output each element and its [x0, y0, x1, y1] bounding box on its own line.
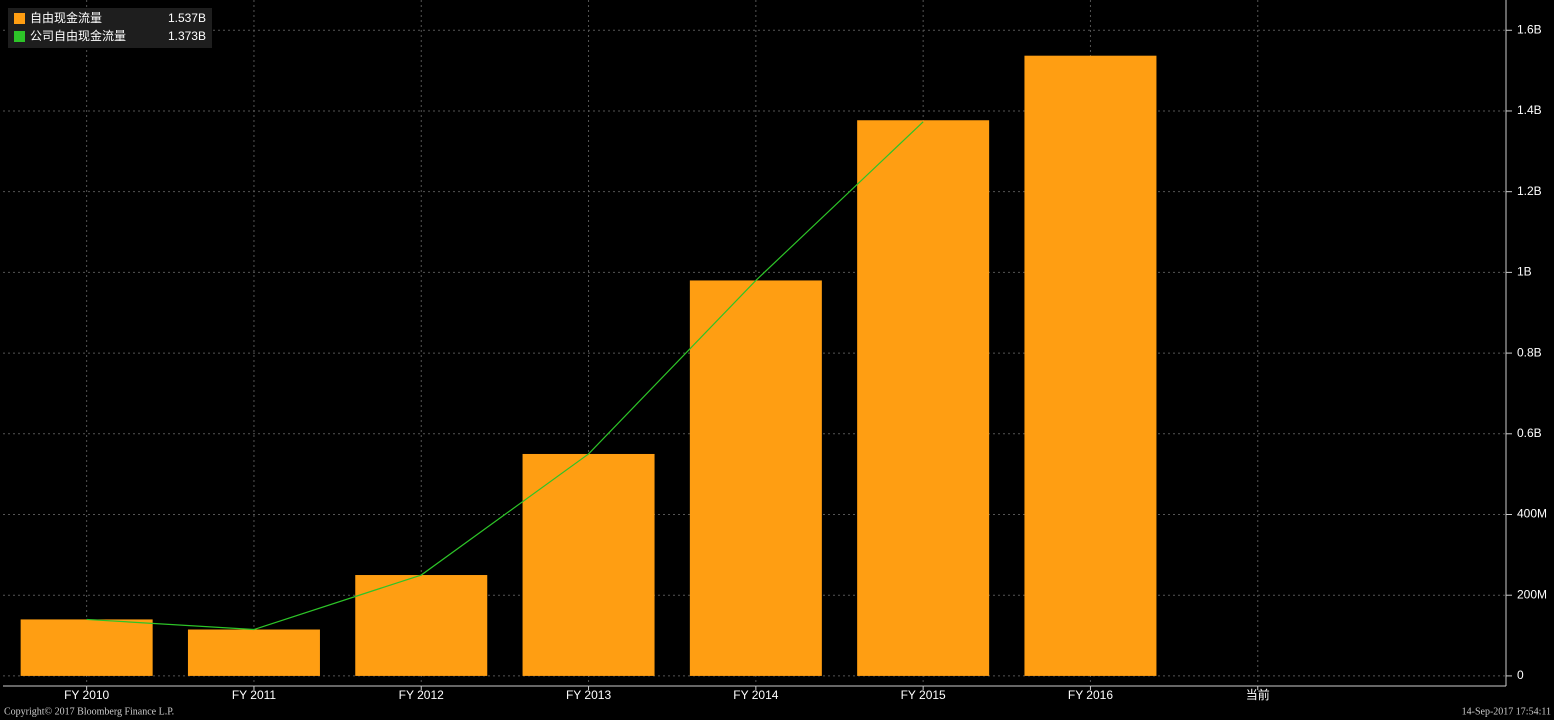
legend-label: 公司自由现金流量	[30, 28, 126, 43]
timestamp: 14-Sep-2017 17:54:11	[1462, 706, 1551, 717]
legend-box	[8, 8, 212, 48]
copyright: Copyright© 2017 Bloomberg Finance L.P.	[4, 706, 174, 717]
bar	[187, 629, 320, 676]
x-tick-label: 当前	[1246, 687, 1270, 702]
x-tick-label: FY 2012	[399, 688, 444, 702]
y-tick-label: 400M	[1517, 507, 1547, 521]
bar	[20, 619, 153, 676]
bar	[857, 120, 990, 676]
legend-swatch	[14, 13, 25, 24]
x-tick-label: FY 2014	[733, 688, 778, 702]
y-tick-label: 0.6B	[1517, 426, 1542, 440]
y-tick-label: 200M	[1517, 587, 1547, 601]
legend-value: 1.373B	[168, 29, 206, 43]
y-tick-label: 1B	[1517, 265, 1532, 279]
legend-label: 自由现金流量	[30, 10, 102, 25]
bar	[522, 453, 655, 676]
y-tick-label: 1.6B	[1517, 22, 1542, 36]
legend-value: 1.537B	[168, 11, 206, 25]
x-tick-label: FY 2011	[232, 688, 277, 702]
y-tick-label: 1.4B	[1517, 103, 1542, 117]
y-tick-label: 0.8B	[1517, 345, 1542, 359]
y-tick-label: 0	[1517, 668, 1524, 682]
bar	[1024, 55, 1157, 676]
line	[86, 121, 924, 631]
x-tick-label: FY 2015	[901, 688, 946, 702]
plot: 0 200M 400M 0.6B 0.8B 1B 1.2B 1.4B 1.6B FY 2010 FY…	[3, 0, 1547, 702]
legend: 自由现金流量 1.537B 公司自由现金流量 1.373B	[8, 8, 212, 48]
x-tick-label: FY 2010	[64, 688, 109, 702]
legend-swatch	[14, 31, 25, 42]
bar	[689, 280, 822, 676]
bar	[355, 575, 488, 676]
x-tick-label: FY 2013	[566, 688, 611, 702]
x-tick-label: FY 2016	[1068, 688, 1113, 702]
y-tick-label: 1.2B	[1517, 184, 1542, 198]
